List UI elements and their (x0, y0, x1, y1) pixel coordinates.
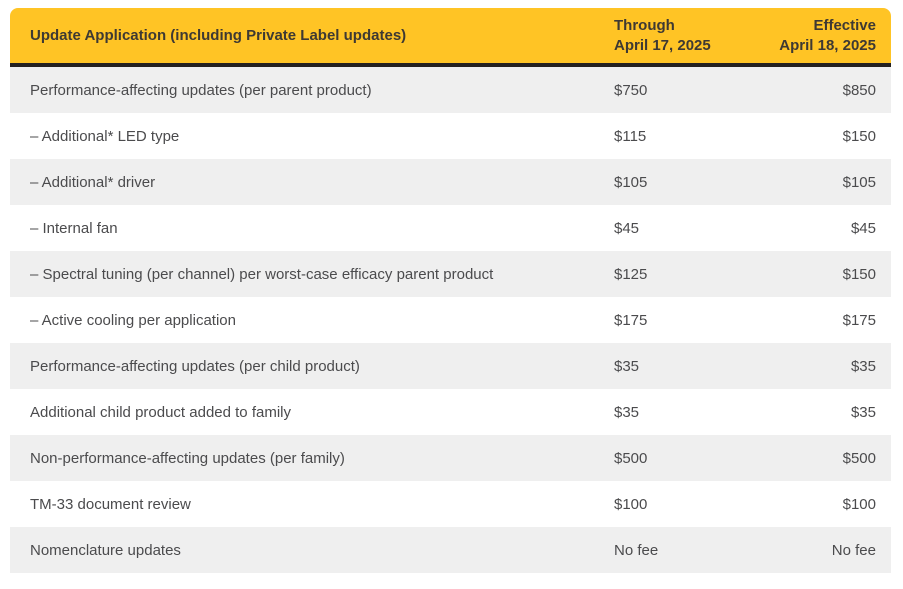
row-through-value: $125 (614, 265, 648, 283)
table-row: – Internal fan $45 $45 (10, 205, 891, 251)
row-through-value: $100 (614, 495, 648, 513)
table-title: Update Application (including Private La… (30, 26, 407, 44)
row-label: – Active cooling per application (30, 311, 236, 329)
table-row: – Additional* driver $105 $105 (10, 159, 891, 205)
row-effective-value: $150 (842, 265, 876, 283)
row-effective-value: $35 (850, 357, 876, 375)
column-header-through-line1: Through (614, 16, 675, 34)
table-row: Non-performance-affecting updates (per f… (10, 435, 891, 481)
table-row: – Additional* LED type $115 $150 (10, 113, 891, 159)
row-label: Nomenclature updates (30, 541, 181, 559)
row-through-value: $500 (614, 449, 648, 467)
row-effective-value: $45 (850, 219, 876, 237)
row-label: Additional child product added to family (30, 403, 291, 421)
row-through-value: $105 (614, 173, 648, 191)
table-row: TM-33 document review $100 $100 (10, 481, 891, 527)
row-through-value: $35 (614, 357, 640, 375)
table-row: Additional child product added to family… (10, 389, 891, 435)
table-header-row: Update Application (including Private La… (10, 8, 891, 67)
row-through-value: $45 (614, 219, 640, 237)
row-label: – Additional* driver (30, 173, 156, 191)
row-label: Performance-affecting updates (per child… (30, 357, 360, 375)
table-row: Performance-affecting updates (per paren… (10, 67, 891, 113)
table-row: Performance-affecting updates (per child… (10, 343, 891, 389)
row-effective-value: $105 (842, 173, 876, 191)
table-row: – Active cooling per application $175 $175 (10, 297, 891, 343)
column-header-effective-line2: April 18, 2025 (779, 36, 876, 54)
row-through-value: $115 (614, 127, 647, 145)
table-row: – Spectral tuning (per channel) per wors… (10, 251, 891, 297)
fee-schedule-table: Update Application (including Private La… (10, 8, 891, 573)
row-label: TM-33 document review (30, 495, 191, 513)
row-through-value: $35 (614, 403, 640, 421)
column-header-effective: Effective April 18, 2025 (756, 16, 876, 56)
row-effective-value: No fee (831, 541, 876, 559)
row-through-value: $175 (614, 311, 648, 329)
row-effective-value: $150 (842, 127, 876, 145)
row-effective-value: $175 (842, 311, 876, 329)
table-row: Nomenclature updates No fee No fee (10, 527, 891, 573)
column-header-through-line2: April 17, 2025 (614, 36, 711, 54)
column-header-through: Through April 17, 2025 (614, 16, 756, 56)
row-label: – Internal fan (30, 219, 118, 237)
row-label: – Spectral tuning (per channel) per wors… (30, 265, 494, 283)
row-label: – Additional* LED type (30, 127, 180, 145)
row-effective-value: $850 (842, 81, 876, 99)
row-label: Performance-affecting updates (per paren… (30, 81, 372, 99)
row-effective-value: $100 (842, 495, 876, 513)
row-through-value: No fee (614, 541, 659, 559)
column-header-effective-line1: Effective (813, 16, 876, 34)
fee-table-body: Performance-affecting updates (per paren… (10, 67, 891, 573)
row-label: Non-performance-affecting updates (per f… (30, 449, 345, 467)
row-effective-value: $500 (842, 449, 876, 467)
row-effective-value: $35 (850, 403, 876, 421)
row-through-value: $750 (614, 81, 648, 99)
